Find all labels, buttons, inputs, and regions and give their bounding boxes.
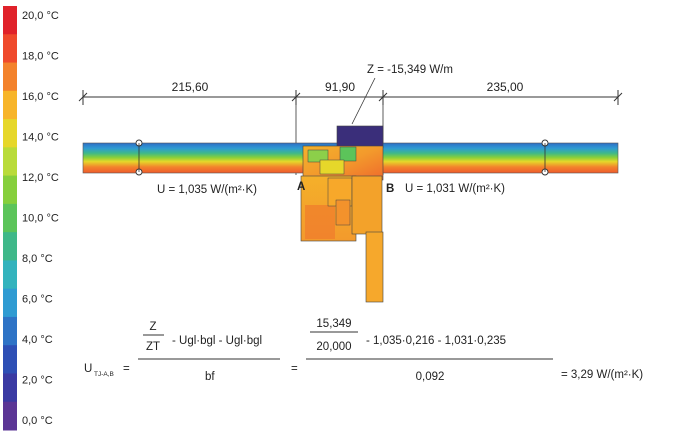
formula-zt: ZT: [146, 341, 160, 353]
scale-swatch: [3, 34, 17, 64]
scale-swatch: [3, 373, 17, 403]
scale-tick-label: 16,0 °C: [22, 91, 59, 103]
scale-tick-label: 14,0 °C: [22, 132, 59, 144]
formula-zt-value: 20,000: [316, 341, 351, 353]
z-leader-line: [351, 77, 376, 125]
scale-swatch: [3, 62, 17, 92]
svg-text:=: =: [123, 363, 130, 375]
z-value-label: Z = -15,349 W/m: [367, 64, 453, 76]
dimension-left: 215,60: [172, 80, 209, 94]
scale-swatch: [3, 203, 17, 233]
formula-z: Z: [149, 321, 156, 333]
scale-swatch: [3, 316, 17, 346]
scale-swatch: [3, 119, 17, 148]
scale-tick-label: 10,0 °C: [22, 213, 59, 225]
scale-tick-label: 8,0 °C: [22, 253, 53, 265]
dimension-middle: 91,90: [325, 80, 355, 94]
scale-swatch: [3, 147, 17, 177]
point-a-label: A: [297, 181, 305, 193]
u-value-left: U = 1,035 W/(m²·K): [157, 184, 257, 196]
scale-tick-label: 18,0 °C: [22, 51, 59, 63]
temperature-scale-labels: 20,0 °C 18,0 °C 16,0 °C 14,0 °C 12,0 °C 10,0 …: [22, 10, 59, 427]
formula-bf: bf: [205, 371, 215, 383]
formula-bf-value: 0,092: [416, 371, 445, 383]
scale-tick-label: 4,0 °C: [22, 334, 53, 346]
scale-swatch: [3, 288, 17, 318]
temperature-color-scale: [3, 6, 17, 431]
point-b-label: B: [386, 183, 394, 195]
scale-swatch: [3, 90, 17, 120]
scale-swatch: [3, 345, 17, 374]
scale-swatch: [3, 232, 17, 261]
scale-swatch: [3, 260, 17, 290]
scale-swatch: [3, 6, 17, 35]
scale-tick-label: 0,0 °C: [22, 415, 53, 427]
u-value-formula: U TJ-A,B = Z ZT - Ugl·bgl - Ugl·bgl bf =…: [84, 318, 643, 383]
formula-lhs-u: U: [84, 363, 92, 375]
scale-tick-label: 20,0 °C: [22, 10, 59, 22]
window-frame-section: [300, 125, 384, 303]
formula-result: = 3,29 W/(m²·K): [561, 369, 643, 381]
u-value-right: U = 1,031 W/(m²·K): [405, 183, 505, 195]
scale-tick-label: 6,0 °C: [22, 294, 53, 306]
scale-tick-label: 2,0 °C: [22, 375, 53, 387]
measurement-points: [135, 139, 549, 176]
formula-lhs-subscript: TJ-A,B: [94, 371, 114, 378]
formula-z-value: 15,349: [316, 318, 351, 330]
formula-glazing-values: - 1,035·0,216 - 1,031·0,235: [366, 335, 506, 347]
formula-glazing-terms: - Ugl·bgl - Ugl·bgl: [172, 335, 262, 347]
scale-swatch: [3, 175, 17, 205]
scale-swatch: [3, 401, 17, 431]
dimension-right: 235,00: [487, 80, 524, 94]
svg-text:=: =: [291, 363, 298, 375]
scale-tick-label: 12,0 °C: [22, 172, 59, 184]
